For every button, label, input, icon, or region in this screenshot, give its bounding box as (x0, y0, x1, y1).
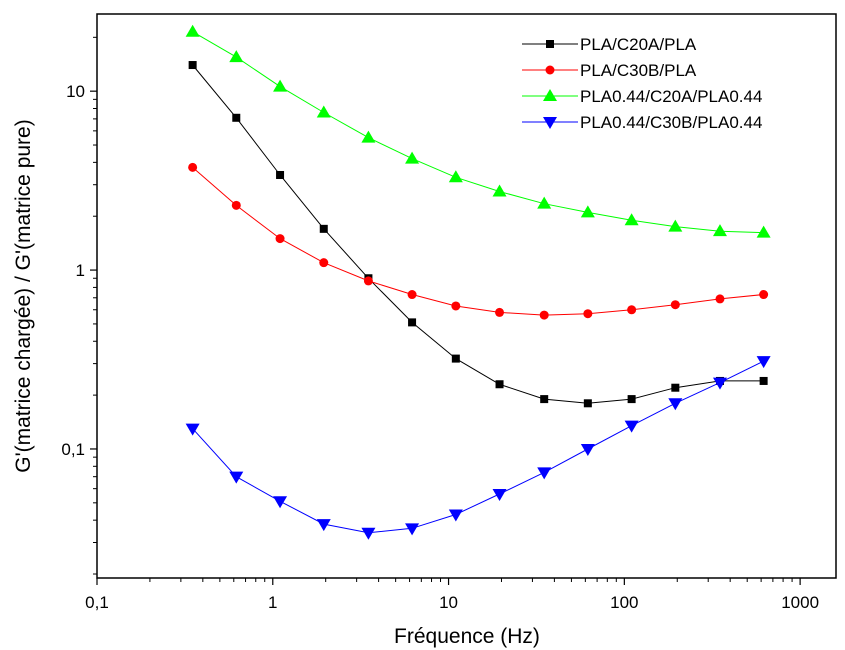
series-line (192, 64, 764, 404)
x-axis: 0,1 1 10 100 1000 (85, 578, 819, 612)
data-point (229, 471, 244, 484)
y-axis: 0,1 1 10 (61, 36, 97, 575)
data-point (361, 130, 376, 143)
data-point (715, 294, 725, 304)
series-3 (185, 356, 771, 540)
series-line (192, 31, 764, 234)
legend-marker (545, 65, 555, 75)
legend-marker (546, 40, 554, 48)
data-point (712, 377, 727, 390)
x-tick-label: 1000 (781, 593, 819, 612)
legend-label: PLA0.44/C20A/PLA0.44 (580, 87, 762, 106)
data-point (670, 300, 680, 310)
data-point (539, 310, 549, 320)
data-point (492, 489, 507, 502)
data-point (316, 519, 331, 532)
data-point (583, 399, 592, 408)
data-point (537, 196, 552, 209)
data-point (232, 113, 241, 122)
data-point (451, 354, 460, 363)
data-point (627, 305, 637, 315)
data-point (583, 309, 593, 319)
data-point (319, 224, 328, 233)
data-point (492, 184, 507, 197)
series-line (192, 167, 764, 316)
data-point (361, 527, 376, 540)
x-axis-title: Fréquence (Hz) (394, 625, 540, 648)
data-point (451, 301, 461, 311)
data-point (624, 420, 639, 433)
data-point (273, 79, 288, 92)
series-layer (185, 24, 771, 540)
data-point (537, 467, 552, 480)
data-point (756, 356, 771, 369)
legend-label: PLA0.44/C30B/PLA0.44 (580, 113, 762, 132)
data-point (185, 24, 200, 37)
data-point (580, 205, 595, 218)
y-tick-label: 0,1 (61, 440, 85, 459)
data-point (668, 398, 683, 411)
y-tick-label: 10 (66, 82, 85, 101)
data-point (448, 170, 463, 183)
data-point (671, 383, 680, 392)
x-tick-label: 1 (268, 593, 277, 612)
series-2 (185, 24, 771, 238)
data-point (756, 225, 771, 238)
legend-label: PLA/C20A/PLA (580, 35, 697, 54)
data-point (759, 376, 768, 385)
legend-marker (543, 117, 557, 129)
plot-frame (96, 13, 837, 579)
data-point (405, 523, 420, 536)
x-tick-label: 10 (439, 593, 458, 612)
legend-label: PLA/C30B/PLA (580, 61, 697, 80)
data-point (407, 290, 417, 300)
data-point (448, 509, 463, 522)
data-point (580, 443, 595, 456)
y-tick-label: 1 (76, 261, 85, 280)
x-tick-label: 0,1 (85, 593, 109, 612)
data-point (231, 200, 241, 210)
data-point (273, 496, 288, 509)
series-1 (188, 162, 769, 320)
data-point (624, 213, 639, 226)
data-point (363, 276, 373, 286)
data-point (495, 307, 505, 317)
data-point (276, 170, 285, 179)
data-point (185, 423, 200, 436)
data-point (408, 318, 417, 327)
data-point (319, 258, 329, 268)
data-point (188, 61, 197, 70)
y-axis-title: G'(matrice chargée) / G'(matrice pure) (12, 119, 35, 472)
data-point (627, 395, 636, 404)
data-point (540, 395, 549, 404)
data-point (712, 224, 727, 237)
data-point (405, 151, 420, 164)
data-point (275, 234, 285, 244)
x-tick-label: 100 (610, 593, 638, 612)
legend-marker (543, 89, 557, 101)
data-point (759, 290, 769, 300)
data-point (316, 105, 331, 118)
data-point (188, 162, 198, 172)
legend: PLA/C20A/PLA PLA/C30B/PLA PLA0.44/C20A/PLA… (522, 35, 762, 132)
data-point (668, 219, 683, 232)
data-point (495, 380, 504, 389)
data-point (229, 50, 244, 63)
series-line (192, 360, 764, 534)
